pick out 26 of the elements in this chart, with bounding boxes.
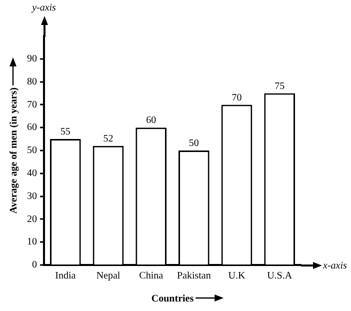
x-tick-label: U.K [228, 270, 246, 282]
data-label: 55 [60, 126, 70, 138]
y-tick-label: 30 [27, 190, 37, 202]
x-tick-label: Pakistan [176, 270, 211, 282]
x-tick-label: Nepal [96, 270, 120, 282]
data-label: 70 [232, 92, 242, 104]
y-tick-label: 20 [27, 214, 37, 225]
y-tick-label: 40 [27, 168, 37, 180]
x-axis-title: Countries [151, 294, 194, 305]
x-tick-label: China [139, 270, 164, 282]
data-label: 50 [188, 138, 199, 150]
text: x-axis [322, 260, 347, 272]
y-tick-label: 10 [27, 236, 37, 248]
y-axis-title: Average age of men (in years) [8, 87, 20, 214]
y-tick-label: 60 [27, 122, 37, 134]
y-tick-label: 50 [27, 145, 37, 156]
y-tick-label: 70 [27, 99, 37, 110]
text: y-axis [31, 2, 56, 14]
y-tick-label: 90 [27, 54, 37, 65]
data-label: 60 [146, 115, 156, 126]
y-tick-label: 80 [27, 76, 37, 88]
x-tick-label: U.S.A [267, 270, 293, 282]
data-label: 52 [103, 134, 114, 145]
data-label: 75 [274, 80, 285, 92]
x-tick-label: India [55, 270, 76, 282]
y-tick-label: 0 [32, 260, 37, 271]
